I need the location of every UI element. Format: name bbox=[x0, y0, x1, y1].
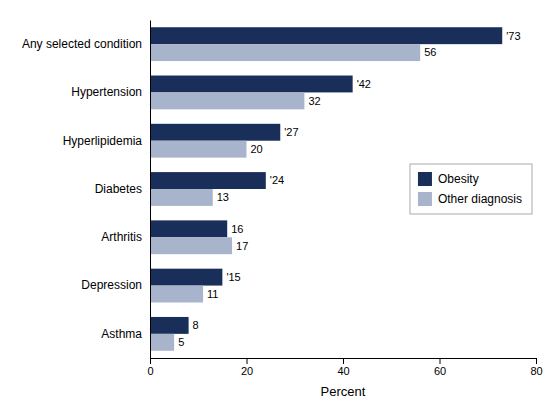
y-axis-line bbox=[150, 21, 151, 359]
data-label: 16 bbox=[231, 223, 243, 235]
legend-item: Other diagnosis bbox=[418, 192, 522, 206]
y-tick: Diabetes bbox=[95, 182, 142, 196]
bar bbox=[150, 269, 222, 286]
y-tick: Hyperlipidemia bbox=[63, 134, 143, 148]
x-tick: 40 bbox=[337, 358, 349, 377]
bar-series bbox=[150, 44, 420, 351]
data-label: '15 bbox=[226, 271, 240, 283]
data-label: '27 bbox=[284, 126, 298, 138]
x-tick-mark bbox=[150, 358, 151, 364]
data-label: 8 bbox=[193, 319, 199, 331]
data-label: '24 bbox=[270, 174, 284, 186]
x-tick-mark bbox=[343, 358, 344, 364]
y-tick: Asthma bbox=[101, 327, 142, 341]
plot: '73 '42 '27 '24 16 '15 8 56 32 20 13 17 11 5 0 20 40 60 80… bbox=[22, 21, 543, 377]
legend-item: Obesity bbox=[418, 172, 479, 186]
bar bbox=[150, 286, 203, 303]
y-tick: Arthritis bbox=[101, 230, 142, 244]
x-tick-mark bbox=[247, 358, 248, 364]
bar bbox=[150, 27, 502, 44]
bar bbox=[150, 317, 189, 334]
legend-label: Other diagnosis bbox=[438, 192, 522, 206]
data-label: 13 bbox=[217, 191, 229, 203]
bar bbox=[150, 44, 420, 61]
bar bbox=[150, 237, 232, 254]
y-tick-label: Hyperlipidemia bbox=[63, 134, 143, 148]
legend-swatch bbox=[418, 172, 432, 186]
x-tick-label: 0 bbox=[147, 365, 153, 377]
x-tick: 60 bbox=[434, 358, 446, 377]
x-tick-mark bbox=[440, 358, 441, 364]
bar bbox=[150, 92, 304, 109]
data-label: '42 bbox=[357, 78, 371, 90]
bar bbox=[150, 141, 247, 158]
legend: Obesity Other diagnosis bbox=[410, 164, 532, 214]
x-tick: 80 bbox=[530, 358, 542, 377]
y-tick-label: Asthma bbox=[101, 327, 142, 341]
x-tick: 20 bbox=[241, 358, 253, 377]
x-tick: 0 bbox=[147, 358, 153, 377]
x-axis-title: Percent bbox=[321, 384, 366, 399]
x-tick-label: 60 bbox=[434, 365, 446, 377]
data-label: 56 bbox=[424, 46, 436, 58]
bar-series bbox=[150, 27, 502, 334]
bar bbox=[150, 189, 213, 206]
bar bbox=[150, 172, 266, 189]
x-tick-label: 80 bbox=[530, 365, 542, 377]
y-axis: Any selected condition Hypertension Hyperl… bbox=[22, 21, 151, 359]
y-tick: Depression bbox=[81, 278, 142, 292]
data-label: '73 bbox=[506, 30, 520, 42]
legend-swatch bbox=[418, 192, 432, 206]
y-tick-label: Diabetes bbox=[95, 182, 142, 196]
bar bbox=[150, 124, 280, 141]
x-axis-line bbox=[151, 359, 537, 365]
data-label: 20 bbox=[251, 143, 263, 155]
bar bbox=[150, 334, 174, 351]
legend-label: Obesity bbox=[438, 172, 479, 186]
data-label: 32 bbox=[308, 95, 320, 107]
x-tick-mark bbox=[536, 358, 537, 364]
data-label: 5 bbox=[178, 336, 184, 348]
legend-box bbox=[410, 164, 532, 214]
bar bbox=[150, 76, 353, 93]
bar bbox=[150, 220, 227, 237]
y-tick-label: Arthritis bbox=[101, 230, 142, 244]
data-label: 11 bbox=[207, 288, 218, 300]
chart: '73 '42 '27 '24 16 '15 8 56 32 20 13 17 11 5 0 20 40 60 80… bbox=[0, 0, 560, 408]
y-tick-label: Any selected condition bbox=[22, 37, 142, 51]
y-tick: Hypertension bbox=[71, 85, 142, 99]
x-tick-label: 40 bbox=[337, 365, 349, 377]
data-label: 17 bbox=[236, 240, 248, 252]
x-tick-label: 20 bbox=[241, 365, 253, 377]
y-tick: Any selected condition bbox=[22, 37, 142, 51]
y-tick-label: Hypertension bbox=[71, 85, 142, 99]
x-axis: 0 20 40 60 80 bbox=[147, 358, 542, 377]
y-tick-label: Depression bbox=[81, 278, 142, 292]
